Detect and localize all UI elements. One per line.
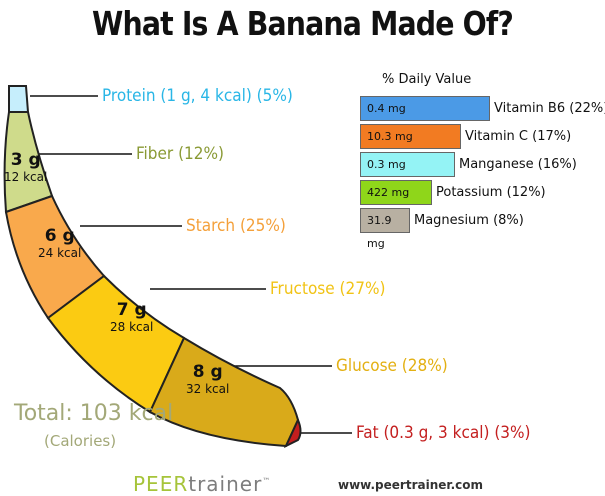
total-calories-unit: (Calories)	[44, 432, 117, 450]
fiber-grams: 3 g	[10, 150, 41, 170]
dv-bar: 422 mg	[360, 180, 432, 205]
dv-row-vitamin-b6: 0.4 mg Vitamin B6 (22%)	[360, 96, 605, 121]
glucose-label: Glucose (28%)	[336, 356, 448, 376]
dv-bar: 10.3 mg	[360, 124, 461, 149]
total-calories: Total: 103 kcal	[14, 401, 174, 426]
fat-label: Fat (0.3 g, 3 kcal) (3%)	[356, 423, 531, 443]
website-url[interactable]: www.peertrainer.com	[338, 478, 484, 492]
dv-row-magnesium: 31.9 mg Magnesium (8%)	[360, 208, 524, 250]
dv-nutrient-name: Potassium (12%)	[436, 185, 546, 200]
dv-amount: 31.9 mg	[367, 214, 392, 250]
glucose-values: 8 g 32 kcal	[186, 362, 229, 397]
dv-nutrient-name: Manganese (16%)	[459, 157, 577, 172]
protein-label: Protein (1 g, 4 kcal) (5%)	[102, 86, 293, 106]
starch-label: Starch (25%)	[186, 216, 286, 236]
fructose-grams: 7 g	[116, 300, 147, 320]
dv-nutrient-name: Vitamin C (17%)	[465, 129, 572, 144]
brand-logo-part2: trainer	[188, 472, 263, 496]
fructose-kcal: 28 kcal	[110, 320, 154, 334]
dv-bar: 0.3 mg	[360, 152, 455, 177]
glucose-grams: 8 g	[192, 362, 223, 382]
brand-logo: PEERtrainer™	[133, 472, 271, 496]
glucose-kcal: 32 kcal	[186, 382, 230, 396]
dv-amount: 0.3 mg	[367, 158, 406, 171]
starch-grams: 6 g	[44, 226, 75, 246]
fructose-label: Fructose (27%)	[270, 279, 386, 299]
dv-nutrient-name: Vitamin B6 (22%)	[494, 101, 605, 116]
dv-row-manganese: 0.3 mg Manganese (16%)	[360, 152, 577, 177]
starch-kcal: 24 kcal	[38, 246, 82, 260]
dv-bar: 31.9 mg	[360, 208, 410, 250]
fiber-kcal: 12 kcal	[4, 170, 48, 184]
dv-row-potassium: 422 mg Potassium (12%)	[360, 180, 546, 205]
page-title: What Is A Banana Made Of?	[92, 4, 514, 43]
starch-values: 6 g 24 kcal	[38, 226, 81, 261]
brand-logo-part1: PEER	[133, 472, 189, 496]
fructose-values: 7 g 28 kcal	[110, 300, 153, 335]
dv-bar: 0.4 mg	[360, 96, 490, 121]
dv-nutrient-name: Magnesium (8%)	[414, 213, 524, 228]
dv-amount: 10.3 mg	[367, 130, 413, 143]
daily-value-heading: % Daily Value	[382, 72, 472, 87]
dv-row-vitamin-c: 10.3 mg Vitamin C (17%)	[360, 124, 571, 149]
dv-amount: 0.4 mg	[367, 102, 406, 115]
protein-segment	[8, 85, 30, 113]
fiber-values: 3 g 12 kcal	[4, 150, 47, 185]
brand-tm: ™	[262, 476, 272, 486]
dv-amount: 422 mg	[367, 186, 410, 199]
fiber-label: Fiber (12%)	[136, 144, 225, 164]
glucose-segment	[148, 336, 300, 448]
fat-segment	[283, 417, 302, 449]
